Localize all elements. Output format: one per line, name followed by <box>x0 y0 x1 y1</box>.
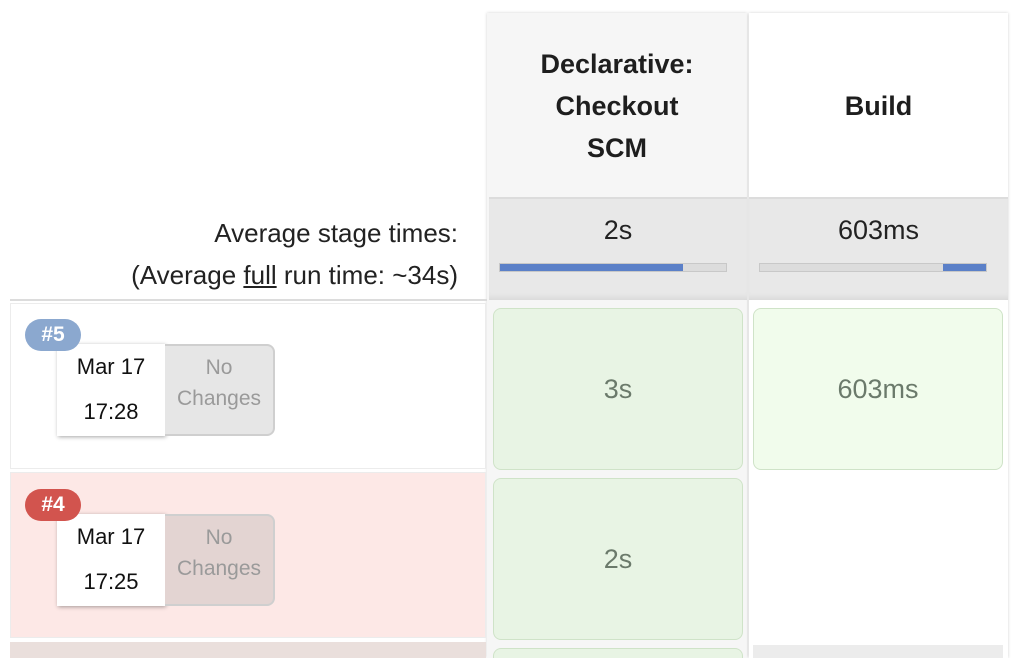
changes-line: Changes <box>176 387 262 410</box>
changes-line: No <box>205 356 233 379</box>
stage-header-build[interactable]: Build <box>749 20 1008 192</box>
average-time: 603ms <box>837 215 920 245</box>
stage-header-line: Checkout <box>555 91 679 121</box>
build-number-badge[interactable]: #4 <box>25 489 81 521</box>
stage-cell-success[interactable]: 2s <box>493 478 743 640</box>
build-time: 17:28 <box>83 399 139 424</box>
average-progress-fill <box>943 264 986 271</box>
build-date-card[interactable]: Mar 17 17:25 <box>57 514 165 606</box>
build-time: 17:25 <box>83 569 139 594</box>
average-cell-build: 603ms <box>749 197 1008 300</box>
stage-header-line: Build <box>844 91 913 121</box>
stage-cell-success[interactable]: 603ms <box>753 308 1003 470</box>
stage-cell-next <box>753 645 1003 658</box>
average-times-label: Average stage times: (Average full run t… <box>60 212 458 296</box>
stage-header-checkout[interactable]: Declarative: Checkout SCM <box>487 20 747 192</box>
stage-header-line: Declarative: <box>540 49 694 79</box>
stage-cell-next <box>493 648 743 658</box>
changes-line: Changes <box>176 557 262 580</box>
average-progress-bar <box>759 263 987 272</box>
average-run-time-text: (Average full run time: ~34s) <box>131 260 458 290</box>
stage-header-line: SCM <box>587 133 647 163</box>
build-changes-box[interactable]: No Changes <box>165 344 275 436</box>
average-progress-bar <box>499 263 727 272</box>
build-date: Mar 17 <box>76 354 146 379</box>
stage-cell-success[interactable]: 3s <box>493 308 743 470</box>
build-date-card[interactable]: Mar 17 17:28 <box>57 344 165 436</box>
average-time: 2s <box>603 215 633 245</box>
full-run-link[interactable]: full <box>243 260 277 290</box>
build-row-next <box>10 642 486 658</box>
build-date: Mar 17 <box>76 524 146 549</box>
changes-line: No <box>205 526 233 549</box>
build-changes-box[interactable]: No Changes <box>165 514 275 606</box>
average-cell-checkout: 2s <box>489 197 747 300</box>
average-stage-times-text: Average stage times: <box>214 218 458 248</box>
stage-cell-empty <box>753 478 1003 640</box>
average-label-divider <box>10 299 487 301</box>
average-progress-fill <box>500 264 684 271</box>
build-number-badge[interactable]: #5 <box>25 319 81 351</box>
